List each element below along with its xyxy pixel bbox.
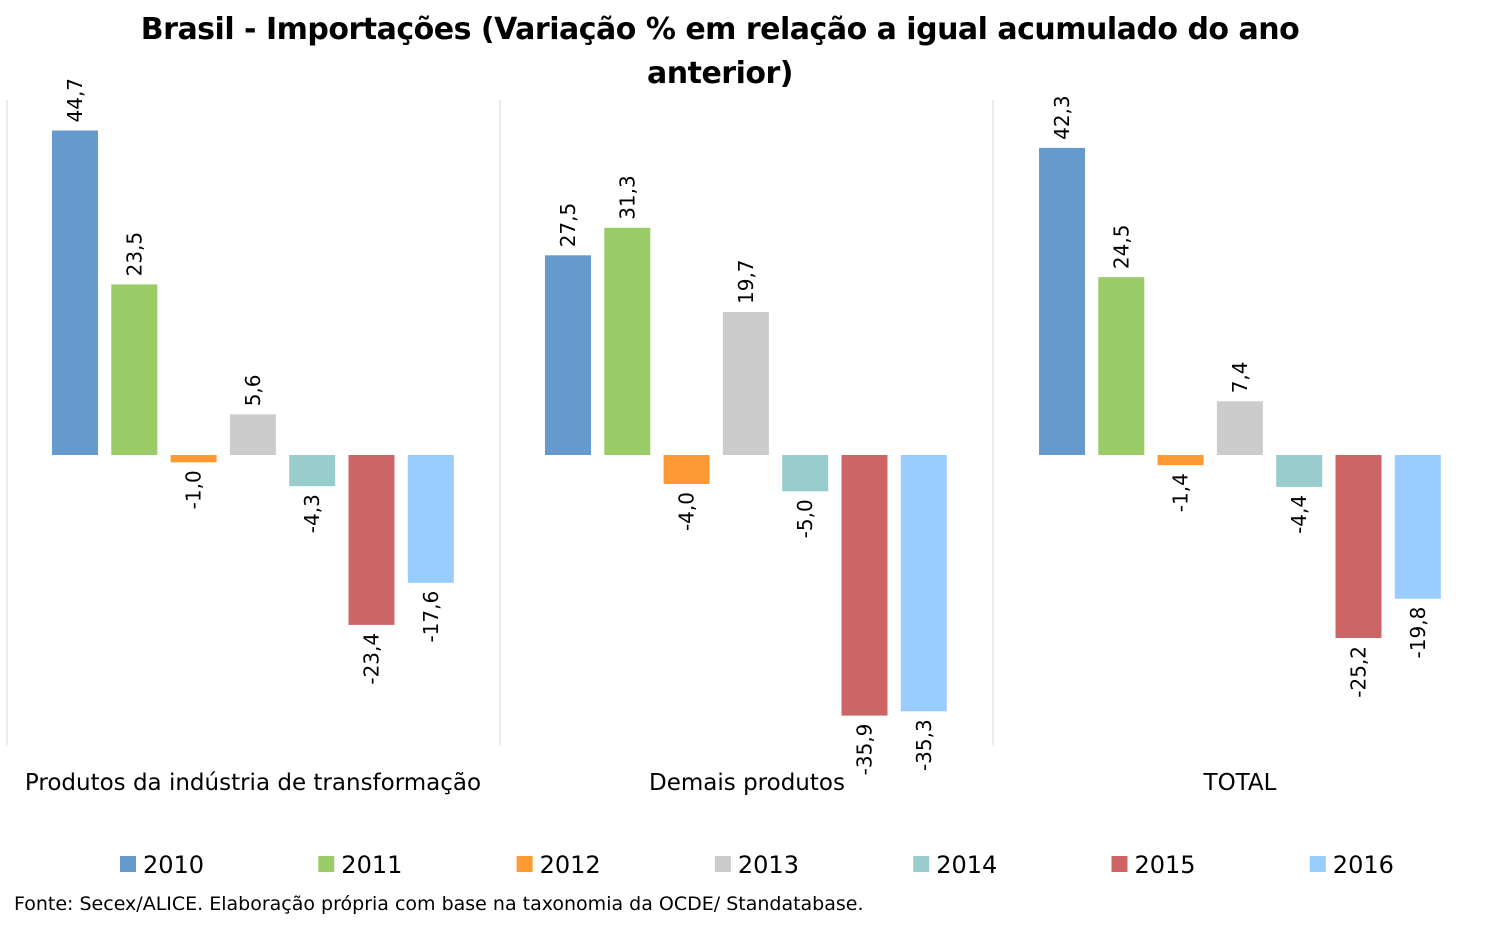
bar-2013-cat-2 — [722, 312, 769, 455]
data-label-2016-cat-3: -19,8 — [1406, 607, 1430, 659]
data-label-2015-cat-1: -23,4 — [360, 633, 384, 685]
data-label-2014-cat-3: -4,4 — [1287, 495, 1311, 534]
data-label-2015-cat-2: -35,9 — [853, 724, 877, 776]
legend-swatch-2013 — [714, 856, 731, 872]
bar-2013-cat-1 — [229, 414, 276, 455]
bar-2012-cat-2 — [663, 455, 710, 484]
data-label-2013-cat-3: 7,4 — [1228, 361, 1252, 393]
data-label-2011-cat-1: 23,5 — [122, 232, 146, 277]
bar-2014-cat-1 — [289, 455, 336, 487]
data-label-2014-cat-2: -5,0 — [793, 499, 817, 538]
legend-label-2013: 2013 — [738, 851, 799, 879]
bar-2012-cat-1 — [170, 455, 217, 463]
legend-label-2010: 2010 — [143, 851, 204, 879]
data-label-2015-cat-3: -25,2 — [1347, 646, 1371, 698]
legend-swatch-2015 — [1111, 856, 1128, 872]
legend-label-2014: 2014 — [936, 851, 997, 879]
bars-group — [52, 130, 1441, 716]
data-label-2012-cat-2: -4,0 — [675, 492, 699, 531]
data-label-2011-cat-2: 31,3 — [615, 175, 639, 220]
data-label-2012-cat-3: -1,4 — [1169, 473, 1193, 512]
legend: 2010 2011 2012 2013 2014 2015 2016 — [120, 851, 1394, 879]
data-label-2013-cat-1: 5,6 — [241, 374, 265, 406]
bar-2016-cat-2 — [900, 455, 947, 712]
bar-2011-cat-1 — [111, 284, 158, 455]
bar-2014-cat-3 — [1276, 455, 1323, 487]
category-labels-group: Produtos da indústria de transformação De… — [25, 770, 1277, 796]
legend-swatch-2011 — [318, 856, 335, 872]
legend-label-2012: 2012 — [540, 851, 601, 879]
legend-swatch-2014 — [913, 856, 930, 872]
chart-title: Brasil - Importações (Variação % em rela… — [0, 8, 1440, 96]
bar-2016-cat-1 — [407, 455, 454, 583]
legend-label-2011: 2011 — [341, 851, 402, 879]
data-label-2016-cat-2: -35,3 — [912, 719, 936, 771]
legend-swatch-2016 — [1309, 856, 1326, 872]
legend-label-2016: 2016 — [1333, 851, 1394, 879]
bar-2016-cat-3 — [1394, 455, 1441, 599]
chart-title-line-1: Brasil - Importações (Variação % em rela… — [140, 12, 1300, 47]
bar-2011-cat-2 — [604, 227, 651, 455]
bar-2013-cat-3 — [1216, 401, 1263, 455]
legend-swatch-2012 — [516, 856, 533, 872]
category-separators — [6, 100, 994, 745]
data-label-2012-cat-1: -1,0 — [182, 470, 206, 509]
data-label-2014-cat-1: -4,3 — [300, 494, 324, 533]
category-label-3: TOTAL — [1203, 770, 1277, 796]
bar-2011-cat-3 — [1098, 277, 1145, 455]
data-labels-group: 44,7 27,5 42,3 23,5 31,3 24,5 -1,0 -4,0 -1,4 5,6 1… — [63, 78, 1430, 775]
data-label-2011-cat-3: 24,5 — [1109, 225, 1133, 270]
legend-swatch-2010 — [120, 856, 136, 872]
bar-2015-cat-3 — [1335, 455, 1382, 638]
source-note: Fonte: Secex/ALICE. Elaboração própria c… — [14, 893, 864, 915]
bar-2015-cat-1 — [348, 455, 395, 625]
legend-label-2015: 2015 — [1135, 851, 1196, 879]
bar-2010-cat-1 — [52, 130, 98, 455]
bar-2010-cat-3 — [1039, 147, 1085, 455]
category-label-1: Produtos da indústria de transformação — [25, 770, 481, 796]
bar-2015-cat-2 — [841, 455, 888, 716]
bar-2012-cat-3 — [1157, 455, 1204, 466]
bar-2010-cat-2 — [545, 255, 591, 455]
chart-title-line-2: anterior) — [647, 56, 793, 91]
data-label-2010-cat-1: 44,7 — [63, 78, 87, 123]
category-label-2: Demais produtos — [649, 770, 845, 796]
data-label-2013-cat-2: 19,7 — [734, 259, 758, 304]
data-label-2016-cat-1: -17,6 — [419, 591, 443, 643]
bar-2014-cat-2 — [782, 455, 829, 492]
data-label-2010-cat-2: 27,5 — [556, 203, 580, 248]
data-label-2010-cat-3: 42,3 — [1050, 95, 1074, 140]
